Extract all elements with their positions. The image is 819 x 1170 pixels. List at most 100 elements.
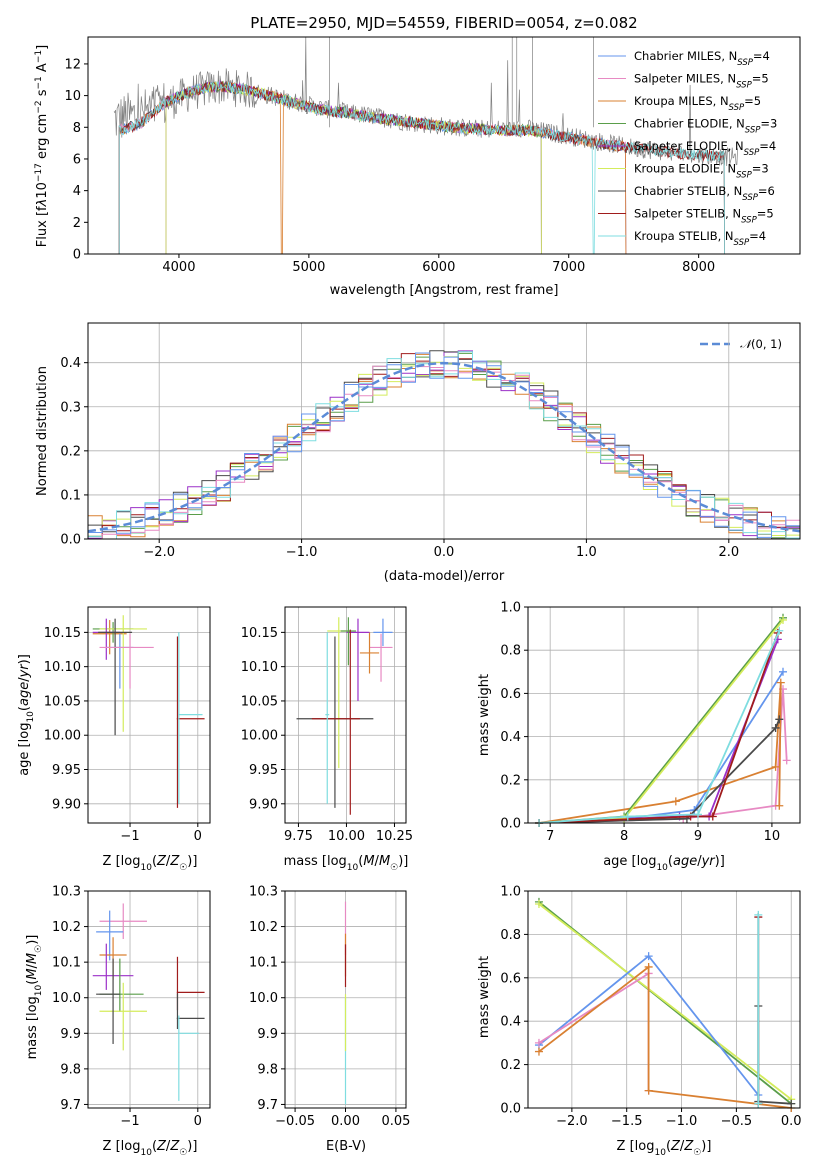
- y-tick-label: 10.10: [44, 660, 81, 675]
- legend-entry: Salpeter STELIB, NSSP=5: [634, 207, 774, 226]
- y-tick-label: 0.8: [500, 644, 521, 659]
- y-tick-label: 9.7: [257, 1098, 278, 1113]
- x-tick-label: −1.0: [286, 545, 318, 560]
- mass-ebv-x-axis-label: E(B-V): [326, 1139, 366, 1154]
- mass-weight-marker: [534, 1047, 543, 1056]
- y-tick-label: 8: [73, 121, 81, 136]
- y-tick-label: 0.6: [500, 971, 521, 986]
- x-tick-label: −2.0: [143, 545, 175, 560]
- x-tick-label: 0.00: [331, 1114, 360, 1129]
- model-spectrum-line: [118, 80, 627, 254]
- x-tick-label: 9.75: [284, 829, 313, 844]
- y-tick-label: 2: [73, 216, 81, 231]
- age-vs-mass-panel: mass [log10(M/M☉)] 9.75 10.00 10.25 9.90 9.9…: [241, 606, 413, 873]
- mass-vs-extinction-panel: E(B-V) −0.05 0.00 0.05 9.7 9.8 9.9 10.0 10.1 10.…: [249, 885, 410, 1155]
- mass-weight-marker: [694, 810, 702, 819]
- x-tick-label: 5000: [292, 260, 325, 275]
- axes-frame: [527, 606, 801, 824]
- x-tick-label: 7: [546, 829, 554, 844]
- x-tick-label: 1.0: [576, 545, 597, 560]
- y-tick-label: 0.3: [60, 400, 81, 415]
- mass-weight-marker: [644, 952, 653, 961]
- x-tick-label: −1.0: [666, 1114, 698, 1129]
- y-tick-label: 6: [73, 152, 81, 167]
- weight-z-y-axis-label: mass weight: [477, 956, 492, 1038]
- mass-weight-line: [539, 632, 779, 823]
- y-tick-label: 9.90: [249, 797, 278, 812]
- y-tick-label: 10.1: [249, 956, 278, 971]
- y-tick-label: 0: [73, 248, 81, 263]
- y-tick-label: 0.2: [500, 1058, 521, 1073]
- x-tick-label: 10.25: [376, 829, 413, 844]
- y-tick-label: 10.05: [44, 694, 81, 709]
- axes-frame: [87, 36, 801, 255]
- mass-weight-line: [539, 639, 779, 823]
- mass-vs-metallicity-panel: Z [log10(Z/Z☉)] mass [log10(M/M☉)] −1 0 9.…: [25, 885, 211, 1158]
- x-tick-label: −2.0: [556, 1114, 588, 1129]
- x-tick-label: −1.5: [611, 1114, 643, 1129]
- mass-z-x-axis-label: Z [log10(Z/Z☉)]: [103, 1139, 198, 1158]
- y-tick-label: 10.0: [249, 991, 278, 1006]
- axes-frame: [87, 890, 211, 1109]
- legend-entry: Chabrier MILES, NSSP=4: [634, 49, 770, 68]
- mass-weight-marker: [534, 900, 543, 909]
- model-spectrum-line: [118, 81, 627, 254]
- y-tick-label: 9.8: [60, 1062, 81, 1077]
- x-tick-label: 7000: [552, 260, 585, 275]
- weight-z-x-axis-label: Z [log10(Z/Z☉)]: [617, 1139, 712, 1158]
- legend-entry: Kroupa MILES, NSSP=5: [634, 94, 761, 113]
- age-mass-x-axis-label: mass [log10(M/M☉)]: [284, 854, 409, 873]
- legend-entry: Salpeter ELODIE, NSSP=4: [634, 139, 776, 158]
- y-tick-label: 9.95: [52, 763, 81, 778]
- y-tick-label: 10.1: [52, 956, 81, 971]
- y-tick-label: 10.3: [249, 885, 278, 900]
- mass-weight-marker: [782, 756, 791, 765]
- mass-weight-marker: [623, 812, 632, 821]
- y-tick-label: 0.2: [60, 444, 81, 459]
- legend-entry: Chabrier STELIB, NSSP=6: [634, 184, 775, 203]
- x-tick-label: 2.0: [718, 545, 739, 560]
- x-tick-label: 0: [194, 1114, 202, 1129]
- x-tick-label: 6000: [422, 260, 455, 275]
- weight-age-y-axis-label: mass weight: [477, 674, 492, 756]
- x-tick-label: 0.05: [381, 1114, 410, 1129]
- mass-weight-marker: [754, 910, 763, 919]
- y-tick-label: 10.0: [52, 991, 81, 1006]
- model-spectrum-line: [118, 80, 725, 254]
- y-tick-label: 10: [64, 89, 81, 104]
- legend-entry: Chabrier ELODIE, NSSP=3: [634, 117, 777, 136]
- y-tick-label: 0.4: [500, 1015, 521, 1030]
- mass-weight-line: [539, 671, 784, 823]
- model-spectrum-line: [118, 81, 627, 254]
- age-vs-metallicity-panel: Z [log10(Z/Z☉)] age [log10(age/yr)] −1 0 9…: [17, 606, 211, 873]
- y-tick-label: 9.9: [257, 1027, 278, 1042]
- x-tick-label: −0.05: [275, 1114, 315, 1129]
- y-tick-label: 9.8: [257, 1062, 278, 1077]
- mass-weight-line: [538, 682, 782, 823]
- spectrum-title: PLATE=2950, MJD=54559, FIBERID=0054, z=0…: [250, 14, 637, 32]
- weight-age-x-axis-label: age [log10(age/yr)]: [603, 854, 725, 873]
- x-tick-label: −0.5: [721, 1114, 753, 1129]
- x-tick-label: 0: [194, 829, 202, 844]
- histogram-step-line: [88, 352, 800, 538]
- mass-weight-marker: [708, 812, 717, 821]
- x-tick-label: 0.0: [434, 545, 455, 560]
- mass-weight-marker: [787, 1099, 796, 1108]
- y-tick-label: 9.95: [249, 763, 278, 778]
- model-spectrum-line: [118, 81, 725, 254]
- y-tick-label: 1.0: [500, 601, 521, 616]
- mass-weight-line: [538, 965, 792, 1108]
- x-tick-label: 10.00: [328, 829, 365, 844]
- residual-histogram-panel: (data-model)/error Normed distribution 𝒩…: [35, 322, 801, 584]
- y-tick-label: 0.0: [500, 817, 521, 832]
- mass-weight-line: [538, 903, 792, 1101]
- axes-frame: [87, 322, 801, 540]
- mass-weight-vs-age-panel: age [log10(age/yr)] mass weight 7 8 9 10 0.0…: [477, 601, 801, 873]
- y-tick-label: 10.2: [249, 920, 278, 935]
- y-tick-label: 9.9: [60, 1027, 81, 1042]
- y-tick-label: 0.6: [500, 687, 521, 702]
- residual-legend-label: 𝒩(0, 1): [740, 337, 782, 351]
- age-z-x-axis-label: Z [log10(Z/Z☉)]: [103, 854, 198, 873]
- mass-weight-marker: [644, 962, 653, 971]
